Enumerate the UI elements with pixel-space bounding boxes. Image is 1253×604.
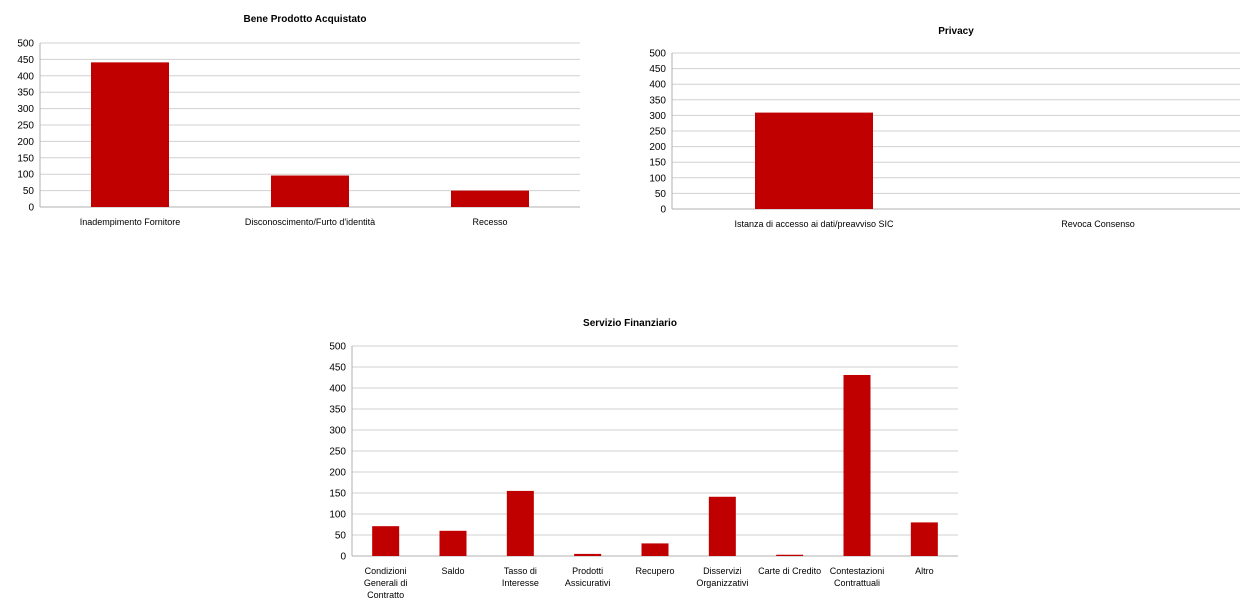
y-tick-label: 200 xyxy=(329,468,346,479)
bar-disconoscimento-furto-d-identita xyxy=(271,175,349,207)
bar-recupero xyxy=(641,543,669,556)
x-tick-label: Disconoscimento/Furto d'identità xyxy=(245,217,375,227)
x-tick-label: Recupero xyxy=(635,566,674,576)
y-tick-label: 450 xyxy=(17,55,34,66)
bar-istanza-di-accesso-ai-dati-preavviso-sic xyxy=(755,112,873,209)
chart-privacy: Privacy 0 50 100 150 200 250 300 350 400 450 500 Is… xyxy=(649,26,1240,229)
y-tick-label: 150 xyxy=(17,153,34,164)
bar-saldo xyxy=(439,530,467,556)
x-tick-label: Carte di Credito xyxy=(758,566,821,576)
y-tick-label: 150 xyxy=(649,158,666,169)
y-tick-label: 400 xyxy=(329,384,346,395)
y-tick-label: 300 xyxy=(329,426,346,437)
y-tick-label: 500 xyxy=(329,342,346,353)
chart-bene-prodotto-acquistato: Bene Prodotto Acquistato 0 50 100 150 200 250… xyxy=(17,14,580,227)
x-tick-label: Disservizi Organizzativi xyxy=(696,566,748,588)
y-tick-label: 100 xyxy=(17,170,34,181)
y-tick-label: 150 xyxy=(329,489,346,500)
chart-servizio-finanziario: Servizio Finanziario 0 50 100 150 200 250 300 3… xyxy=(329,318,958,600)
chart-title: Servizio Finanziario xyxy=(583,318,677,329)
x-tick-label: Recesso xyxy=(472,217,507,227)
bar-inadempimento-fornitore xyxy=(91,62,169,207)
y-tick-label: 100 xyxy=(649,173,666,184)
y-tick-label: 250 xyxy=(329,447,346,458)
y-tick-label: 250 xyxy=(17,121,34,132)
bar-tasso-di-interesse xyxy=(506,490,534,556)
bar-prodotti-assicurativi xyxy=(574,553,602,556)
y-tick-label: 100 xyxy=(329,510,346,521)
y-tick-label: 200 xyxy=(649,142,666,153)
y-tick-label: 50 xyxy=(23,186,35,197)
bar-recesso xyxy=(451,190,529,207)
bar-contestazioni-contrattuali xyxy=(843,374,871,556)
x-tick-label: Altro xyxy=(915,566,934,576)
y-tick-label: 400 xyxy=(649,80,666,91)
y-tick-label: 450 xyxy=(329,363,346,374)
y-tick-label: 300 xyxy=(17,104,34,115)
y-tick-label: 50 xyxy=(335,531,347,542)
x-tick-label: Contestazioni Contrattuali xyxy=(830,566,885,588)
y-tick-label: 250 xyxy=(649,127,666,138)
x-tick-label: Tasso di Interesse xyxy=(502,566,539,588)
y-tick-label: 50 xyxy=(655,189,667,200)
bar-altro xyxy=(910,522,938,556)
x-tick-label: Inadempimento Fornitore xyxy=(80,217,181,227)
x-tick-label: Condizioni Generali di Contratto xyxy=(364,566,408,600)
bar-carte-di-credito xyxy=(776,554,804,556)
y-tick-label: 0 xyxy=(660,205,666,216)
y-tick-label: 200 xyxy=(17,137,34,148)
x-tick-label: Saldo xyxy=(441,566,464,576)
y-tick-label: 0 xyxy=(28,203,34,214)
x-tick-label: Prodotti Assicurativi xyxy=(565,566,611,588)
y-tick-label: 350 xyxy=(17,88,34,99)
x-tick-label: Revoca Consenso xyxy=(1061,219,1135,229)
y-tick-label: 350 xyxy=(649,95,666,106)
y-tick-label: 300 xyxy=(649,111,666,122)
y-tick-label: 350 xyxy=(329,405,346,416)
bar-condizioni-generali-di-contratto xyxy=(372,526,400,556)
chart-title: Privacy xyxy=(938,26,974,37)
y-tick-label: 450 xyxy=(649,64,666,75)
y-tick-label: 400 xyxy=(17,71,34,82)
x-tick-label: Istanza di accesso ai dati/preavviso SIC xyxy=(734,219,894,229)
y-tick-label: 500 xyxy=(17,39,34,50)
y-tick-label: 500 xyxy=(649,49,666,60)
chart-title: Bene Prodotto Acquistato xyxy=(244,14,367,25)
bar-disservizi-organizzativi xyxy=(708,496,736,556)
y-tick-label: 0 xyxy=(340,552,346,563)
